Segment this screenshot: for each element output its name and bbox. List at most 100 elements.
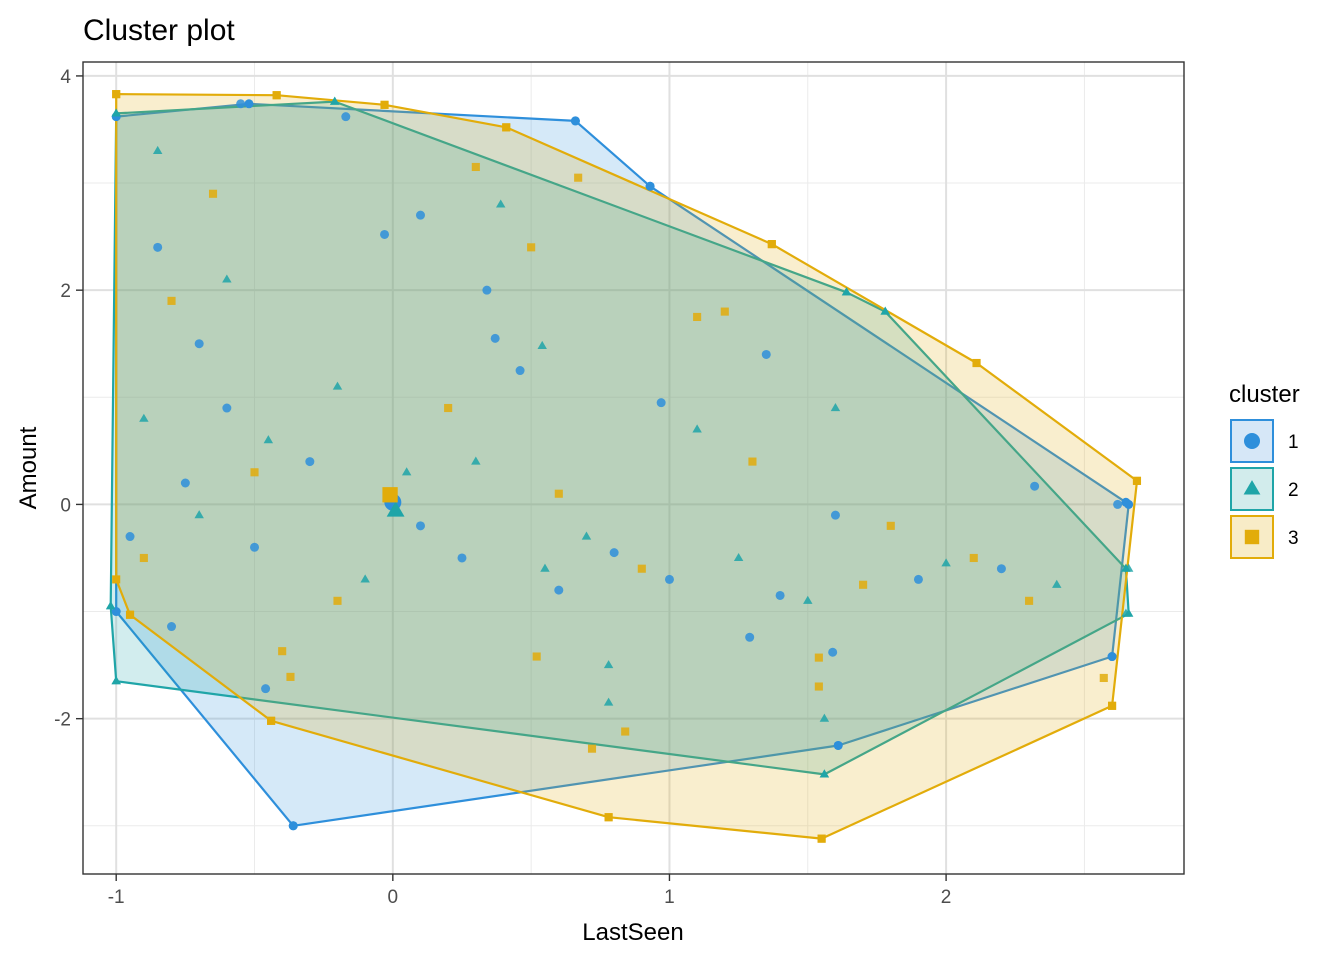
point-cluster-1 (656, 398, 666, 408)
point-cluster-3 (532, 652, 541, 661)
point-cluster-1 (457, 553, 467, 563)
point-cluster-1 (996, 564, 1006, 574)
point-cluster-1 (775, 590, 785, 600)
hull-vertex-cluster-2 (105, 601, 116, 610)
point-cluster-2 (471, 456, 481, 465)
point-cluster-2 (139, 413, 149, 422)
y-tick-label: 2 (60, 281, 71, 302)
panel-border (82, 61, 1185, 875)
point-cluster-2 (603, 660, 614, 669)
hull-vertex-cluster-3 (1108, 701, 1117, 710)
cluster-centroids (382, 487, 405, 517)
point-cluster-3 (139, 553, 148, 563)
x-tick-label: 2 (941, 887, 952, 908)
point-cluster-1 (261, 684, 271, 694)
point-cluster-1 (515, 366, 525, 376)
hull-vertex-cluster-1 (833, 740, 843, 750)
cluster-hulls (109, 92, 1139, 840)
point-cluster-3 (527, 243, 536, 252)
point-cluster-2 (495, 199, 506, 208)
point-cluster-1 (380, 229, 390, 239)
point-cluster-1 (609, 548, 619, 558)
legend-label-2: 2 (1288, 480, 1299, 501)
hull-vertex-cluster-2 (330, 96, 340, 105)
centroid-cluster-3 (382, 487, 398, 503)
point-cluster-1 (180, 478, 190, 488)
hull-vertex-cluster-3 (817, 834, 826, 843)
point-cluster-3 (621, 727, 630, 736)
point-cluster-3 (286, 672, 295, 681)
point-cluster-2 (152, 145, 163, 154)
hull-vertex-cluster-3 (112, 90, 121, 99)
point-cluster-3 (208, 189, 218, 198)
data-points (105, 90, 1142, 843)
point-cluster-1 (554, 585, 564, 595)
point-cluster-1 (250, 542, 260, 552)
grid-minor (83, 62, 1184, 874)
hull-vertex-cluster-1 (1107, 652, 1117, 662)
point-cluster-2 (360, 574, 370, 583)
point-cluster-1 (1030, 481, 1040, 491)
x-tick-label: -1 (108, 887, 125, 908)
y-tick-label: 4 (60, 67, 71, 88)
point-cluster-1 (913, 574, 923, 584)
y-tick-label: 0 (60, 495, 71, 516)
point-cluster-3 (574, 173, 583, 182)
point-cluster-1 (305, 457, 315, 467)
hull-vertex-cluster-2 (1121, 563, 1131, 572)
point-cluster-2 (537, 340, 547, 349)
point-cluster-1 (236, 99, 246, 109)
hull-vertex-cluster-2 (111, 108, 121, 117)
hull-vertex-cluster-3 (125, 610, 135, 619)
point-cluster-1 (828, 647, 838, 657)
x-tick-label: 0 (388, 887, 399, 908)
hull-cluster-2 (109, 100, 1130, 776)
point-cluster-3 (250, 468, 259, 477)
point-cluster-1 (664, 574, 674, 584)
point-cluster-3 (1099, 673, 1108, 683)
centroid-cluster-2 (386, 501, 405, 517)
point-cluster-2 (1052, 579, 1062, 588)
hull-vertex-cluster-1 (645, 181, 655, 191)
hull-vertex-cluster-3 (272, 91, 281, 100)
y-axis-title: Amount (15, 426, 42, 509)
point-cluster-1 (153, 242, 163, 252)
point-cluster-2 (830, 402, 841, 412)
hull-vertex-cluster-3 (972, 358, 981, 368)
point-cluster-3 (1025, 596, 1034, 605)
hull-vertex-cluster-2 (841, 287, 852, 296)
legend-label-3: 3 (1288, 528, 1299, 549)
hull-cluster-3 (115, 92, 1139, 840)
hull-vertex-cluster-3 (502, 123, 511, 132)
x-axis-title: LastSeen (582, 919, 683, 946)
point-cluster-3 (693, 312, 702, 322)
point-cluster-2 (603, 697, 614, 706)
hull-vertex-cluster-3 (767, 240, 776, 249)
point-cluster-2 (692, 424, 702, 433)
point-cluster-1 (415, 521, 425, 531)
legend-key-2 (1230, 467, 1274, 511)
hull-vertex-cluster-2 (111, 676, 121, 685)
legend-title: cluster (1229, 381, 1300, 408)
point-cluster-2 (401, 467, 412, 476)
point-cluster-3 (167, 296, 176, 305)
point-cluster-2 (819, 713, 830, 722)
point-cluster-1 (167, 622, 177, 632)
hull-vertex-cluster-2 (880, 306, 890, 315)
point-cluster-2 (581, 531, 592, 540)
point-cluster-1 (194, 339, 204, 349)
point-cluster-3 (471, 162, 480, 172)
point-cluster-2 (332, 381, 343, 390)
legend: cluster 1 2 3 (1229, 381, 1300, 559)
point-cluster-1 (341, 112, 351, 122)
point-cluster-1 (745, 632, 755, 642)
legend-marker-1 (1244, 433, 1260, 449)
y-axis: -2 0 2 4 (54, 67, 83, 731)
point-cluster-3 (444, 403, 453, 413)
hull-vertex-cluster-1 (1121, 497, 1131, 507)
hull-vertex-cluster-3 (380, 100, 389, 109)
point-cluster-3 (587, 744, 597, 753)
point-cluster-1 (125, 532, 135, 542)
point-cluster-1 (490, 333, 500, 343)
